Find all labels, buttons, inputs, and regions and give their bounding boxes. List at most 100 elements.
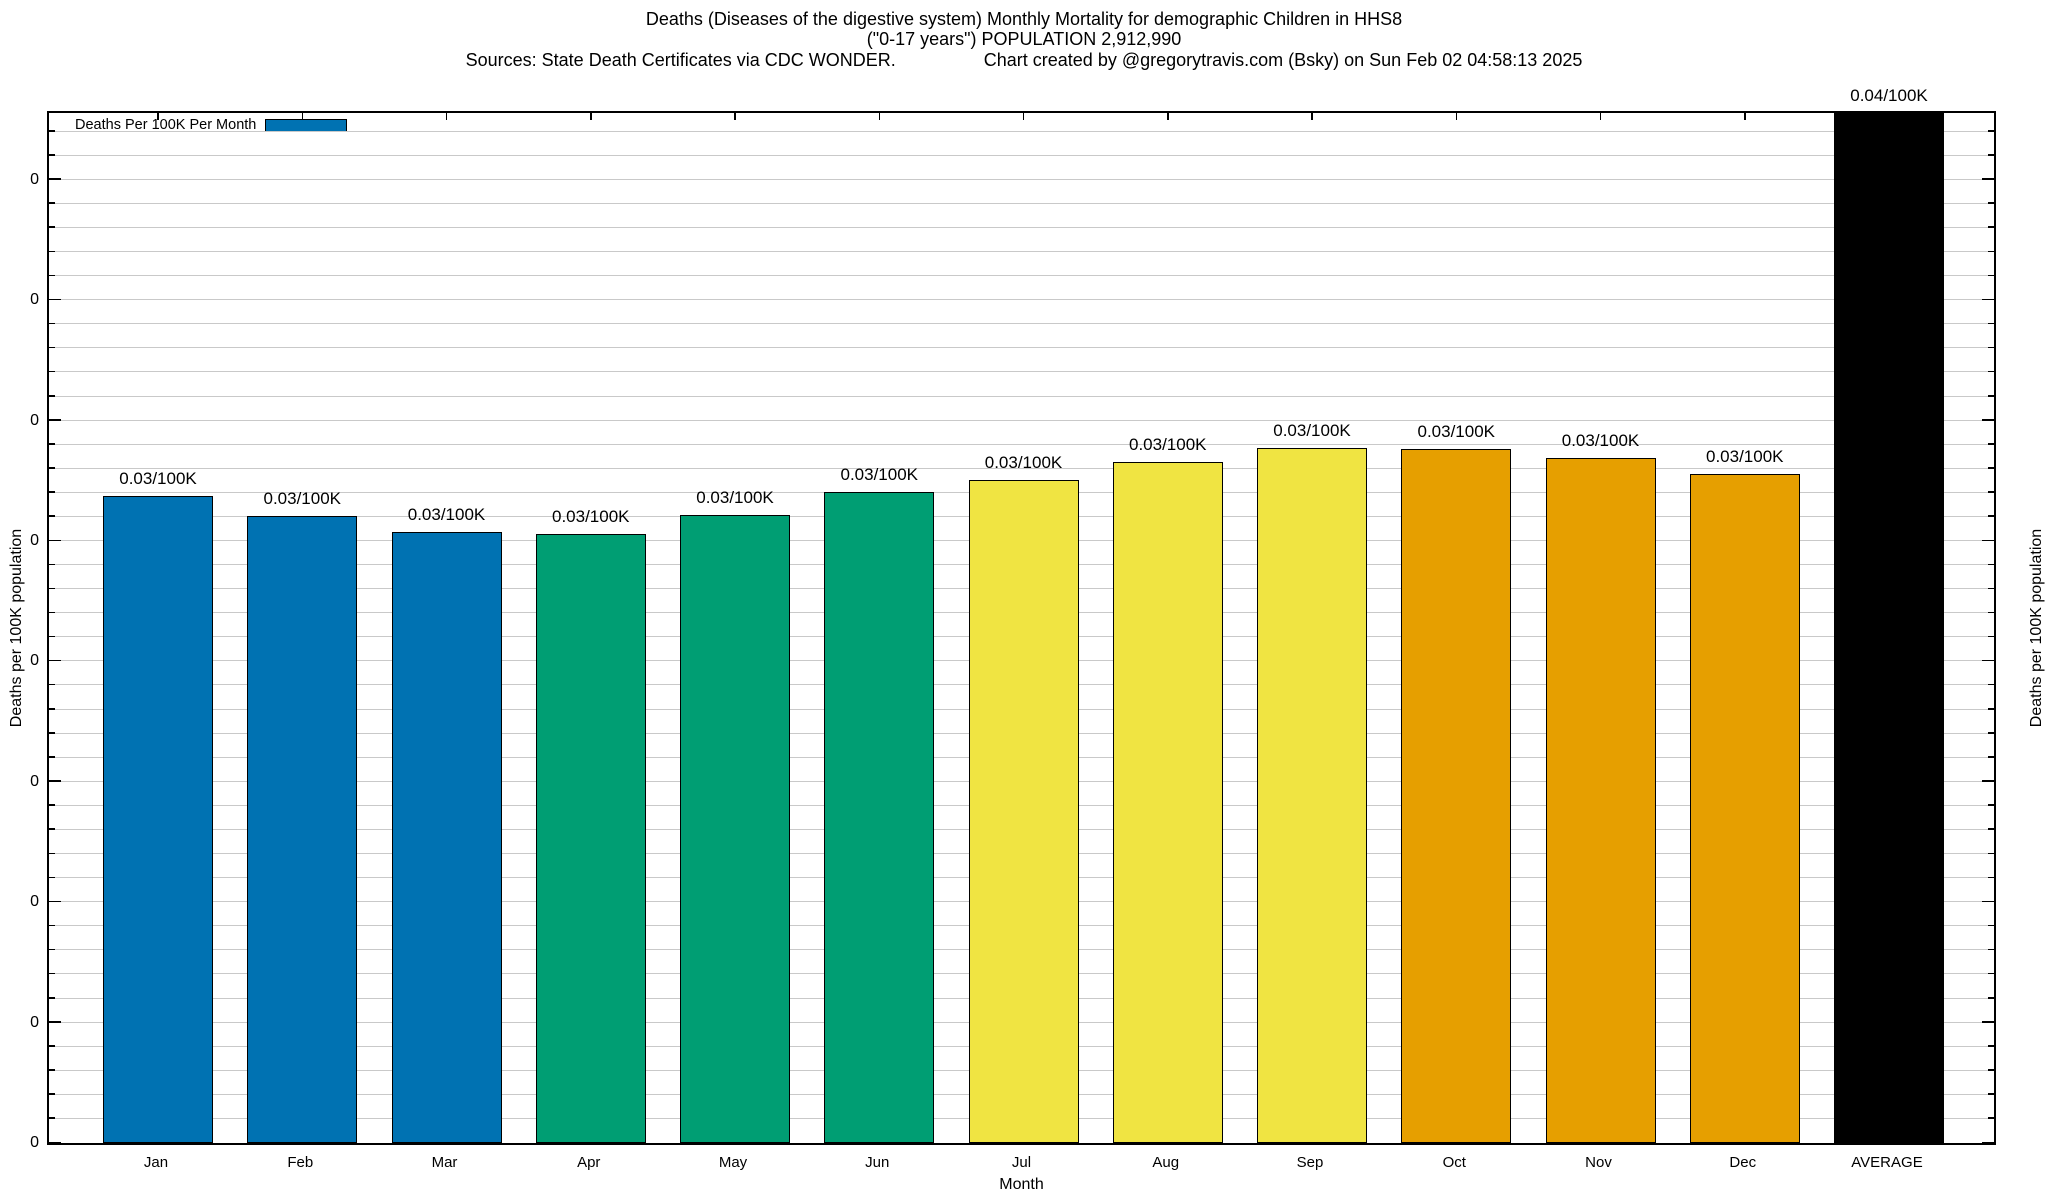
gridline [49, 467, 1994, 469]
y-tick-left [49, 876, 55, 879]
y-tick-right [1982, 659, 1994, 662]
x-tick-label-dec: Dec [1729, 1154, 1757, 1171]
gridline [49, 202, 1994, 204]
bar-oct [1401, 448, 1512, 1143]
bar-nov [1545, 458, 1656, 1143]
x-tick-top [1455, 113, 1457, 120]
y-tick-left [49, 611, 55, 614]
gridline [49, 347, 1994, 349]
y-tick-left [49, 443, 55, 445]
y-tick-right [1988, 322, 1994, 325]
y-tick-right [1988, 202, 1994, 204]
bar-may [680, 514, 790, 1143]
x-tick-top [1022, 113, 1025, 120]
y-tick-label: 0 [30, 652, 39, 670]
x-tick-top [445, 113, 448, 120]
y-tick-left [49, 539, 61, 541]
y-tick-left [49, 948, 55, 951]
y-tick-left [49, 467, 55, 469]
gridline [49, 443, 1994, 445]
bar-value-label: 0.03/100K [984, 452, 1063, 472]
y-tick-left [49, 1117, 55, 1119]
bar-jun [824, 492, 935, 1143]
y-tick-right [1982, 1021, 1994, 1023]
y-tick-right [1988, 467, 1994, 469]
y-tick-right [1982, 780, 1994, 782]
y-tick-left [49, 683, 55, 686]
bar-value-label: 0.04/100K [1850, 86, 1928, 105]
y-tick-right [1988, 756, 1994, 758]
x-tick-label-aug: Aug [1152, 1154, 1180, 1171]
y-tick-left [49, 635, 55, 638]
x-tick-label-may: May [718, 1154, 748, 1171]
y-tick-left [49, 659, 61, 662]
y-tick-right [1988, 491, 1994, 493]
y-tick-left [49, 1069, 55, 1071]
x-tick-label-sep: Sep [1296, 1154, 1324, 1171]
y-tick-right [1988, 804, 1994, 806]
y-tick-right [1988, 274, 1994, 277]
x-tick-label-jun: Jun [865, 1154, 890, 1171]
legend: Deaths Per 100K Per Month [75, 117, 348, 133]
y-tick-right [1988, 972, 1994, 975]
chart-subtitle: ("0-17 years") POPULATION 2,912,990 [866, 29, 1182, 49]
y-tick-right [1988, 250, 1994, 253]
gridline [49, 178, 1994, 180]
bar-value-label: 0.03/100K [1128, 435, 1207, 455]
y-tick-right [1988, 154, 1994, 156]
y-tick-right [1988, 683, 1994, 686]
y-tick-label: 0 [30, 291, 39, 309]
y-tick-left [49, 395, 55, 397]
y-tick-left [49, 900, 61, 903]
x-tick-label-apr: Apr [577, 1154, 601, 1171]
bar-jan [103, 496, 213, 1143]
y-tick-right [1988, 226, 1994, 228]
x-tick-top [1744, 113, 1746, 120]
x-tick-label-oct: Oct [1442, 1154, 1466, 1171]
y-tick-left [49, 250, 55, 253]
y-tick-left [49, 563, 55, 566]
x-tick-label-average: AVERAGE [1851, 1154, 1923, 1171]
y-tick-right [1988, 611, 1994, 614]
bar-feb [247, 515, 358, 1143]
y-tick-right [1982, 419, 1994, 421]
bar-mar [391, 532, 502, 1143]
y-tick-label: 0 [30, 1013, 39, 1031]
y-tick-left [49, 1045, 55, 1047]
gridline [49, 154, 1994, 156]
y-tick-left [49, 780, 61, 782]
chart-title: Deaths (Diseases of the digestive system… [645, 9, 1403, 29]
y-tick-right [1988, 395, 1994, 397]
y-tick-right [1988, 876, 1994, 879]
y-tick-label: 0 [30, 170, 39, 188]
y-tick-label: 0 [30, 1134, 39, 1151]
y-tick-right [1988, 948, 1994, 951]
gridline [49, 371, 1994, 373]
bar-apr [535, 534, 646, 1143]
bar-average [1834, 113, 1944, 1143]
y-tick-right [1988, 443, 1994, 445]
y-tick-right [1988, 708, 1994, 710]
x-tick-top [1311, 113, 1313, 120]
x-tick-label-nov: Nov [1585, 1154, 1612, 1171]
x-tick-top [734, 113, 736, 120]
y-tick-right [1988, 370, 1994, 373]
y-tick-left [49, 1141, 61, 1143]
y-tick-left [49, 756, 55, 758]
y-tick-right [1982, 539, 1994, 541]
y-tick-left [49, 515, 55, 517]
bar-dec [1689, 473, 1800, 1143]
y-tick-right [1988, 1093, 1994, 1095]
bar-jul [968, 479, 1079, 1143]
x-tick-label-jul: Jul [1011, 1154, 1032, 1171]
y-tick-label: 0 [30, 411, 39, 429]
y-tick-left [49, 322, 55, 325]
y-tick-right [1988, 515, 1994, 517]
y-tick-left [49, 997, 55, 999]
y-tick-left [49, 130, 55, 132]
gridline [49, 299, 1994, 301]
chart-source-line: Sources: State Death Certificates via CD… [0, 50, 2048, 71]
bar-value-label: 0.03/100K [263, 488, 341, 508]
x-tick-top [1888, 113, 1890, 120]
x-tick-label-feb: Feb [287, 1154, 314, 1171]
